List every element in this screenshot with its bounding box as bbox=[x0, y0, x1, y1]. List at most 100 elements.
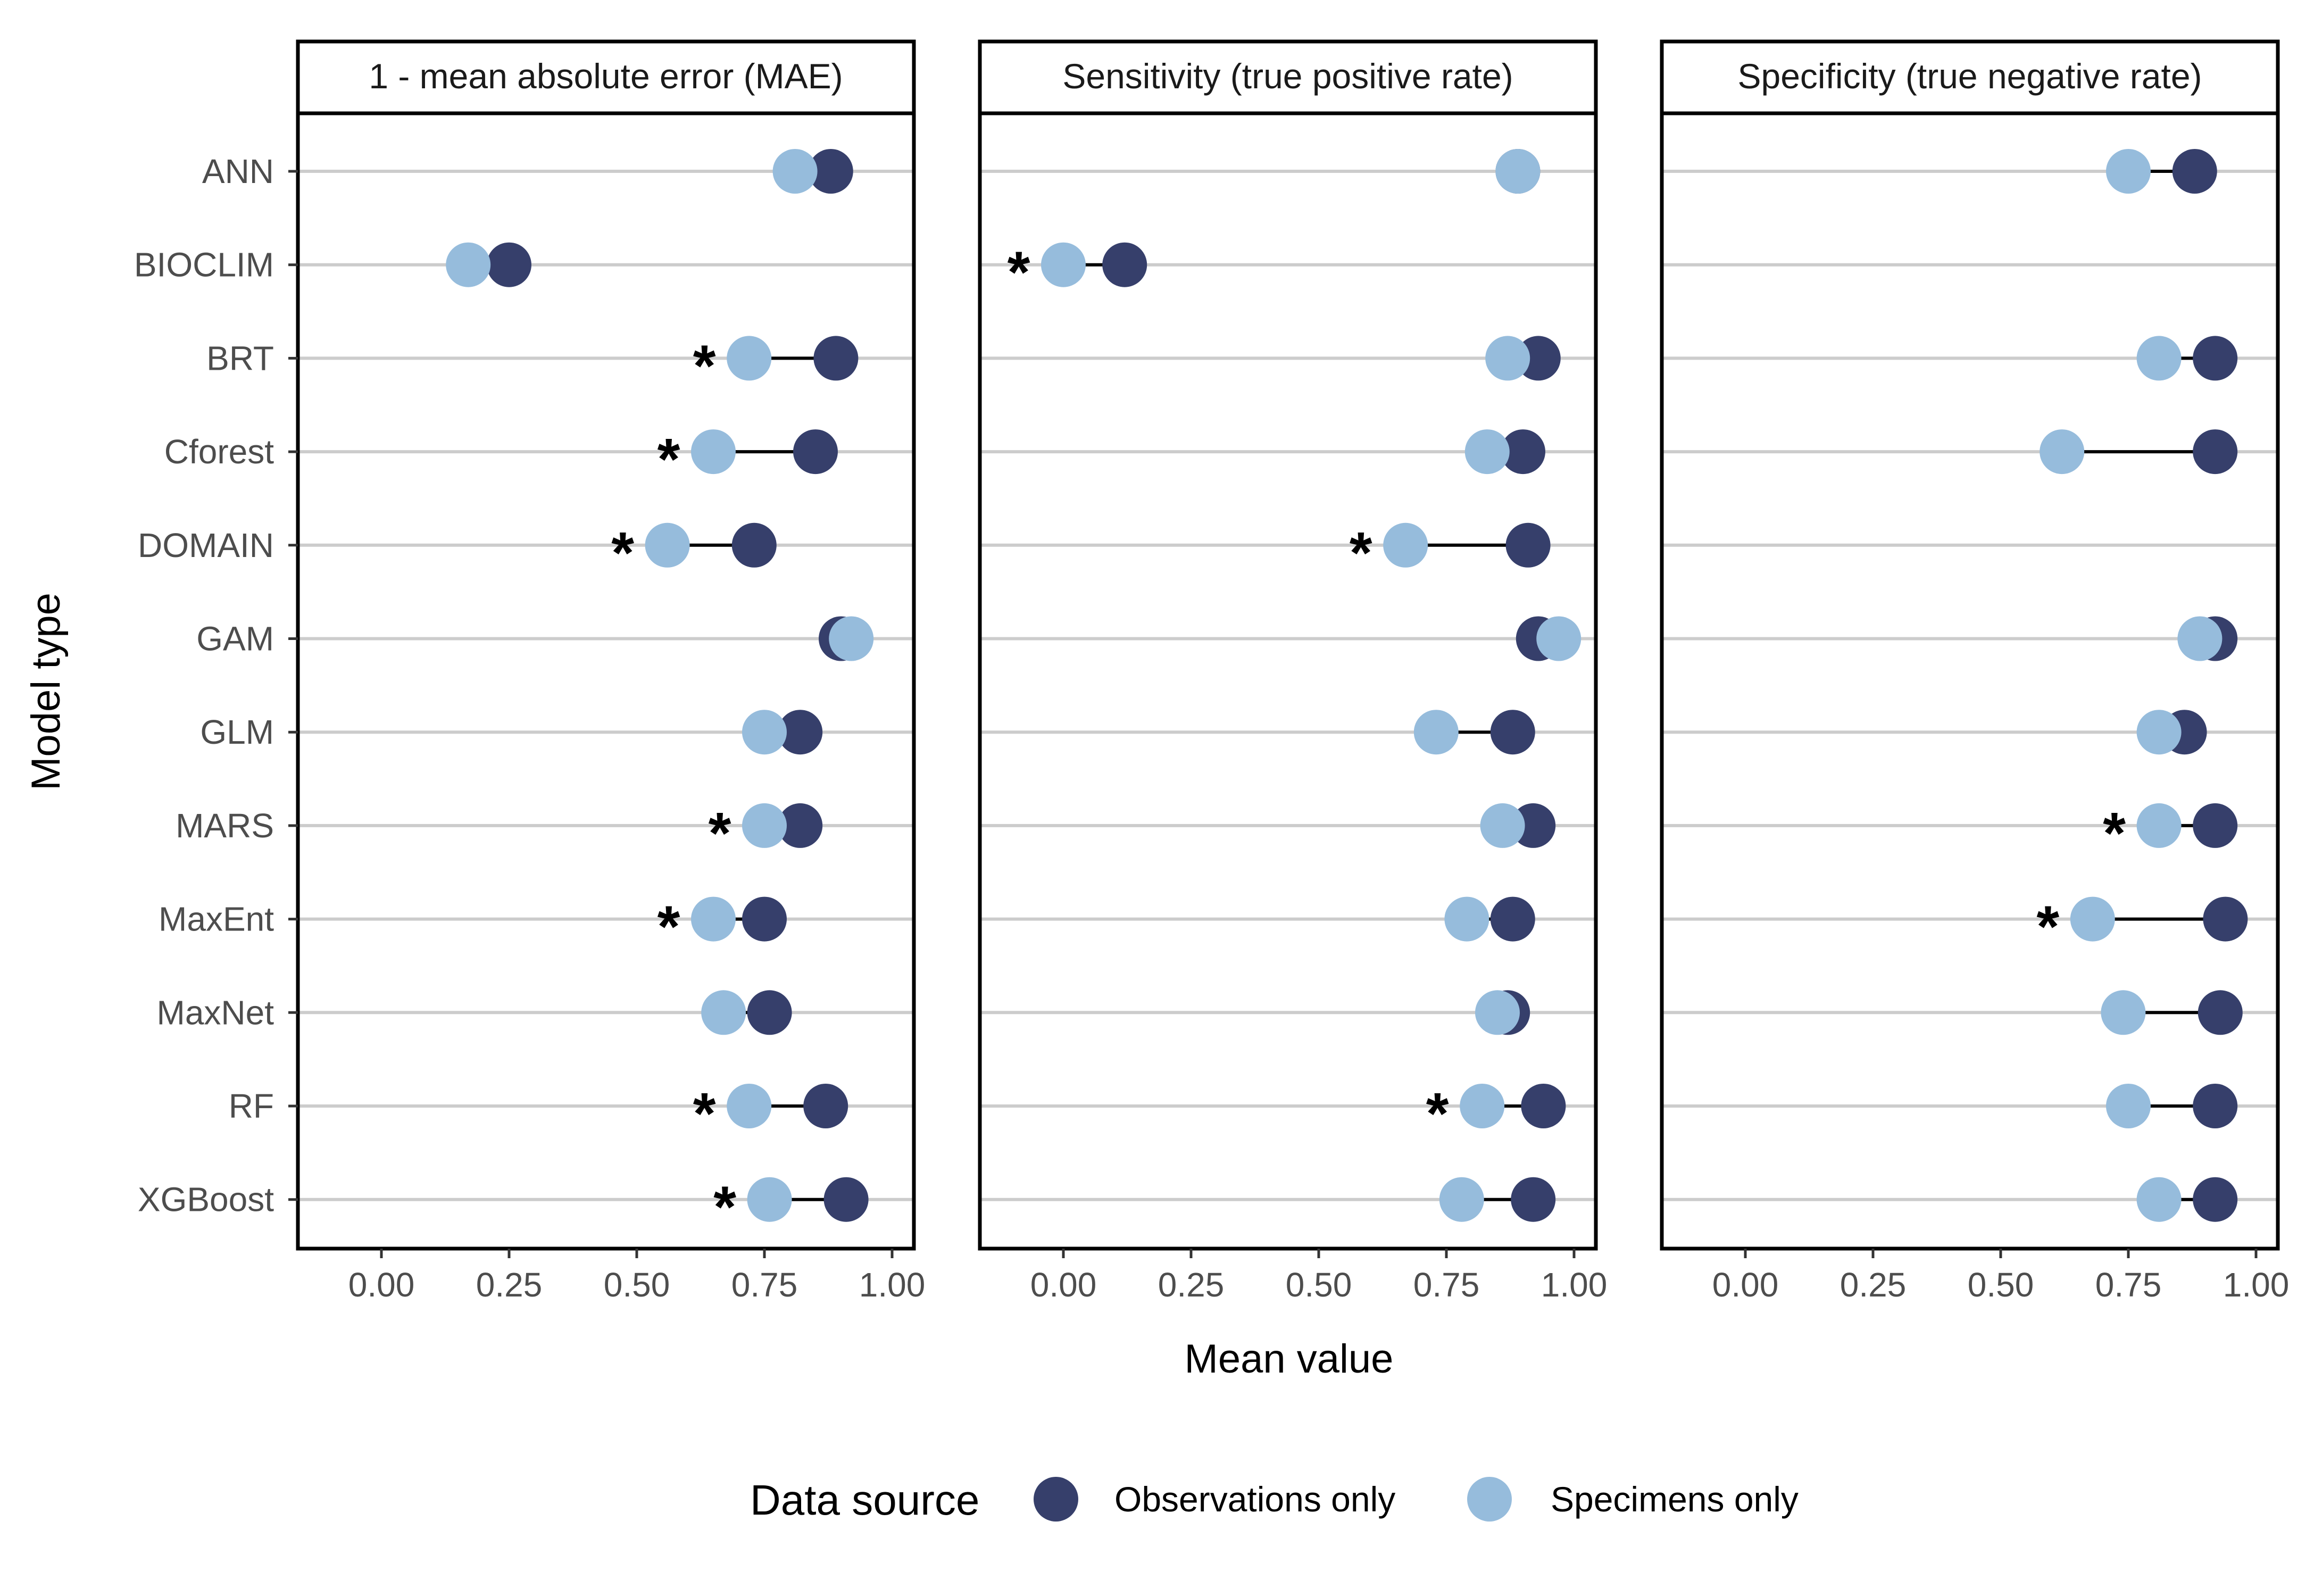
significance-star: * bbox=[2036, 894, 2059, 960]
point-specimens bbox=[727, 1084, 772, 1128]
y-tick-label: GLM bbox=[200, 713, 274, 751]
point-specimens bbox=[1383, 522, 1428, 568]
point-observations bbox=[2193, 429, 2238, 475]
point-observations bbox=[813, 336, 859, 381]
panel-title: Specificity (true negative rate) bbox=[1737, 56, 2202, 96]
point-observations bbox=[1490, 710, 1535, 755]
x-tick-label: 1.00 bbox=[1541, 1266, 1608, 1304]
point-specimens bbox=[829, 616, 874, 661]
point-specimens bbox=[1444, 896, 1489, 942]
y-tick-label: MaxEnt bbox=[159, 900, 274, 938]
point-specimens bbox=[747, 1177, 792, 1222]
point-specimens bbox=[701, 990, 746, 1035]
significance-star: * bbox=[1426, 1081, 1449, 1146]
significance-star: * bbox=[693, 1081, 716, 1146]
x-tick-label: 0.25 bbox=[1158, 1266, 1225, 1304]
y-tick-label: XGBoost bbox=[138, 1181, 274, 1219]
x-tick-label: 0.00 bbox=[1712, 1266, 1779, 1304]
legend-label-observations: Observations only bbox=[1114, 1479, 1395, 1519]
point-specimens bbox=[742, 710, 787, 755]
point-specimens bbox=[2070, 896, 2115, 942]
point-observations bbox=[1505, 522, 1551, 568]
point-observations bbox=[1521, 1084, 1566, 1128]
x-axis-title: Mean value bbox=[1185, 1336, 1394, 1382]
panel-2: Sensitivity (true positive rate) 0.00 0.25… bbox=[978, 39, 1608, 1304]
point-specimens bbox=[1536, 616, 1581, 661]
point-specimens bbox=[1495, 149, 1541, 194]
x-tick-label: 0.25 bbox=[476, 1266, 543, 1304]
point-specimens bbox=[1041, 242, 1086, 287]
point-observations bbox=[823, 1177, 869, 1222]
point-observations bbox=[2193, 1177, 2238, 1222]
point-specimens bbox=[727, 336, 772, 381]
y-tick-label: BRT bbox=[206, 339, 274, 377]
point-specimens bbox=[1485, 336, 1530, 381]
point-observations bbox=[487, 242, 531, 287]
y-tick-label: MARS bbox=[176, 807, 274, 845]
legend-swatch-observations bbox=[1034, 1477, 1078, 1522]
point-specimens bbox=[2106, 149, 2151, 194]
panel-title: Sensitivity (true positive rate) bbox=[1062, 56, 1513, 96]
y-tick-label: ANN bbox=[202, 152, 274, 190]
point-specimens bbox=[2101, 990, 2146, 1035]
significance-star: * bbox=[1008, 240, 1030, 305]
legend-title: Data source bbox=[750, 1476, 979, 1524]
point-specimens bbox=[2136, 803, 2182, 848]
x-tick-label: 0.25 bbox=[1840, 1266, 1907, 1304]
point-specimens bbox=[691, 429, 736, 475]
point-observations bbox=[747, 990, 792, 1035]
significance-star: * bbox=[611, 520, 634, 586]
x-tick-label: 0.75 bbox=[1413, 1266, 1480, 1304]
x-tick-label: 1.00 bbox=[859, 1266, 926, 1304]
x-tick-label: 1.00 bbox=[2223, 1266, 2290, 1304]
y-tick-label: GAM bbox=[196, 620, 274, 658]
point-observations bbox=[2193, 803, 2238, 848]
point-specimens bbox=[1475, 990, 1520, 1035]
point-specimens bbox=[691, 896, 736, 942]
point-specimens bbox=[2136, 710, 2182, 755]
point-observations bbox=[1511, 1177, 1556, 1222]
x-tick-label: 0.75 bbox=[2095, 1266, 2162, 1304]
significance-star: * bbox=[2103, 801, 2126, 866]
significance-star: * bbox=[1350, 520, 1372, 586]
point-observations bbox=[808, 149, 853, 194]
significance-star: * bbox=[693, 333, 716, 398]
point-observations bbox=[1516, 336, 1561, 381]
y-tick-label: MaxNet bbox=[157, 993, 274, 1032]
point-observations bbox=[742, 896, 787, 942]
point-observations bbox=[793, 429, 838, 475]
y-tick-label: RF bbox=[229, 1087, 274, 1125]
panel-border bbox=[978, 111, 1598, 1251]
x-tick-label: 0.00 bbox=[348, 1266, 415, 1304]
point-specimens bbox=[1439, 1177, 1484, 1222]
point-observations bbox=[778, 803, 823, 848]
legend-label-specimens: Specimens only bbox=[1551, 1479, 1799, 1519]
x-tick-label: 0.50 bbox=[1286, 1266, 1352, 1304]
point-specimens bbox=[1413, 710, 1459, 755]
point-observations bbox=[1511, 803, 1556, 848]
point-specimens bbox=[1464, 429, 1510, 475]
point-specimens bbox=[742, 803, 787, 848]
legend: Data source Observations only Specimens … bbox=[750, 1476, 1799, 1524]
point-observations bbox=[803, 1084, 848, 1128]
x-tick-label: 0.00 bbox=[1030, 1266, 1097, 1304]
y-tick-label: BIOCLIM bbox=[134, 246, 274, 284]
significance-star: * bbox=[709, 801, 731, 866]
panel-strip bbox=[296, 39, 916, 115]
significance-star: * bbox=[657, 427, 680, 492]
point-observations bbox=[778, 710, 823, 755]
panel-strip bbox=[1660, 39, 2280, 115]
point-observations bbox=[1102, 242, 1147, 287]
x-tick-label: 0.50 bbox=[1968, 1266, 2034, 1304]
point-specimens bbox=[772, 149, 818, 194]
point-observations bbox=[2198, 990, 2243, 1035]
point-observations bbox=[731, 522, 777, 568]
point-specimens bbox=[1480, 803, 1525, 848]
y-axis-title: Model type bbox=[23, 593, 69, 791]
point-observations bbox=[2193, 336, 2238, 381]
panel-title: 1 - mean absolute error (MAE) bbox=[369, 56, 843, 96]
y-tick-label: DOMAIN bbox=[138, 526, 274, 564]
panel-3: Specificity (true negative rate) 0.00 0.25… bbox=[1660, 39, 2290, 1304]
panel-border bbox=[1660, 111, 2280, 1251]
